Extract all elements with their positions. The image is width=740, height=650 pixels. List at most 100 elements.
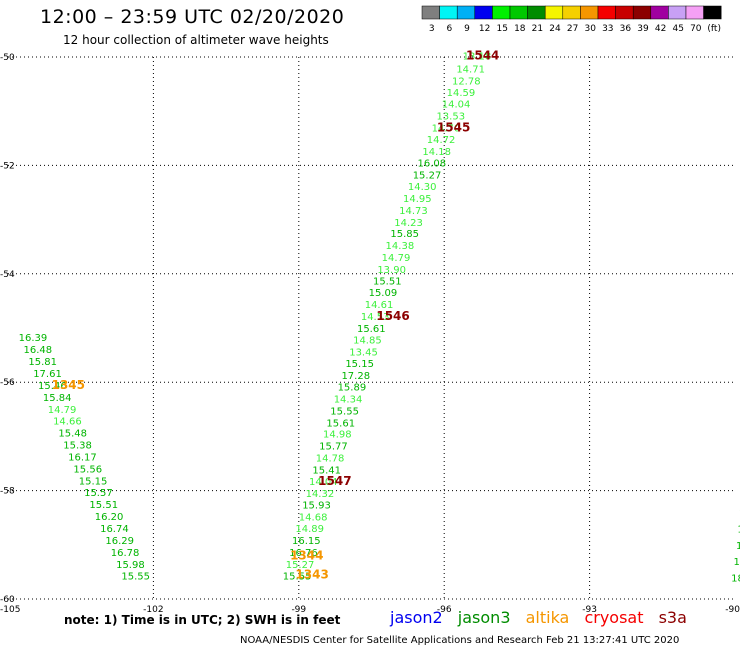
scale-label: 9 bbox=[464, 24, 470, 34]
y-tick-label: -60 bbox=[0, 595, 15, 605]
scale-label: 6 bbox=[447, 24, 453, 34]
legend-jason3: jason3 bbox=[457, 608, 511, 627]
scale-label: 27 bbox=[567, 24, 578, 34]
swh-label: 14.53 bbox=[361, 312, 390, 323]
swh-label: 13.90 bbox=[377, 265, 406, 276]
color-scale-bar: 3 6 9 12 15 18 21 24 27 30 33 36 39 42 45 70 (ft) bbox=[421, 5, 722, 34]
swh-label: 14.59 bbox=[447, 88, 476, 99]
swh-label: 16.08 bbox=[418, 159, 447, 170]
swh-label: 15.51 bbox=[89, 500, 118, 511]
y-tick-label: -54 bbox=[0, 270, 15, 280]
swh-label: 17.5 bbox=[736, 541, 740, 552]
scale-label: 33 bbox=[602, 24, 613, 34]
swh-label: 15.46 bbox=[38, 381, 67, 392]
scale-label: 12 bbox=[479, 24, 490, 34]
pass-label: 1546 bbox=[376, 309, 409, 323]
swh-label: 14.34 bbox=[334, 394, 363, 405]
scale-swatch bbox=[615, 5, 634, 20]
swh-label: 15.55 bbox=[121, 572, 150, 583]
swh-label: 18.8 bbox=[731, 573, 740, 584]
x-tick-label: -90 bbox=[725, 605, 740, 615]
scale-label: 18 bbox=[514, 24, 526, 34]
scale-swatch bbox=[456, 5, 476, 20]
legend-s3a: s3a bbox=[658, 608, 687, 627]
scale-swatch bbox=[421, 5, 440, 20]
swh-label: 15.77 bbox=[319, 442, 348, 453]
scale-unit: (ft) bbox=[707, 24, 721, 34]
legend-jason2: jason2 bbox=[390, 608, 443, 627]
swh-label: 13.45 bbox=[349, 347, 378, 358]
swh-label: 15.85 bbox=[390, 229, 419, 240]
pass-label: 1544 bbox=[466, 48, 499, 62]
scale-label: 70 bbox=[690, 24, 702, 34]
swh-label: 14.73 bbox=[399, 206, 428, 217]
swh-label: 15.56 bbox=[73, 464, 102, 475]
swh-label: 15.93 bbox=[302, 501, 331, 512]
swh-label: 14.89 bbox=[295, 524, 324, 535]
swh-label: 15.89 bbox=[338, 383, 367, 394]
swh-label: 16.15 bbox=[292, 536, 321, 547]
x-tick-label: -102 bbox=[143, 605, 163, 615]
scale-label: 30 bbox=[584, 24, 596, 34]
swh-label: 14.79 bbox=[382, 253, 411, 264]
swh-label: 17.2 bbox=[734, 557, 740, 568]
scale-swatch bbox=[685, 5, 704, 20]
swh-label: 15.98 bbox=[116, 560, 145, 571]
scale-swatch bbox=[474, 5, 493, 20]
swh-label: 14.78 bbox=[316, 454, 345, 465]
x-tick-label: -105 bbox=[0, 605, 20, 615]
scale-swatch bbox=[632, 5, 652, 20]
legend-altika: altika bbox=[525, 608, 570, 627]
swh-label: 17.28 bbox=[341, 371, 370, 382]
scale-label: 36 bbox=[620, 24, 632, 34]
swh-label: 16.78 bbox=[111, 548, 140, 559]
swh-label: 15.27 bbox=[413, 171, 442, 182]
swh-label: 17.61 bbox=[33, 369, 62, 380]
scale-label: 24 bbox=[549, 24, 561, 34]
scale-swatch bbox=[650, 5, 669, 20]
swh-label: 14.68 bbox=[299, 513, 328, 524]
swh-label: 15.41 bbox=[312, 465, 341, 476]
axes: -50 -52 -54 -56 -58 -60-105 -102 -99 -96 -93 -90 bbox=[0, 53, 740, 615]
y-tick-label: -58 bbox=[0, 487, 15, 497]
swh-label: 15.57 bbox=[84, 488, 113, 499]
swh-label: 14.04 bbox=[309, 477, 338, 488]
x-tick-label: -93 bbox=[582, 605, 597, 615]
credit-line: NOAA/NESDIS Center for Satellite Applica… bbox=[240, 635, 680, 646]
swh-label: 15.81 bbox=[28, 357, 57, 368]
swh-label: 14.72 bbox=[427, 135, 456, 146]
scale-swatch bbox=[492, 5, 511, 20]
altika-pass-label: 1343 bbox=[295, 568, 328, 582]
footnote: note: 1) Time is in UTC; 2) SWH is in fe… bbox=[64, 613, 341, 627]
swh-label: 13.18 bbox=[463, 51, 492, 62]
swh-label: 14.85 bbox=[353, 335, 382, 346]
pass-number-labels: 1544 1545 1546 1547 bbox=[318, 48, 499, 487]
swh-label: 14.61 bbox=[365, 300, 394, 311]
swh-label: 15.61 bbox=[357, 324, 386, 335]
swh-label: 15.09 bbox=[369, 288, 398, 299]
swh-label: 14.95 bbox=[403, 194, 432, 205]
swh-label: 14.23 bbox=[394, 218, 423, 229]
scale-swatch bbox=[703, 5, 722, 20]
swh-label: 16. bbox=[739, 508, 740, 519]
x-tick-label: -96 bbox=[437, 605, 452, 615]
swh-label: 18. bbox=[737, 525, 740, 536]
swh-label: 16.20 bbox=[95, 512, 124, 523]
scale-swatch bbox=[544, 5, 564, 20]
scale-label: 39 bbox=[637, 24, 649, 34]
swh-label: 14.70 bbox=[432, 123, 461, 134]
altika-pass-label: 1345 bbox=[52, 378, 85, 392]
swh-label: 15.51 bbox=[373, 276, 402, 287]
y-tick-label: -50 bbox=[0, 53, 15, 63]
scale-swatch bbox=[527, 5, 546, 20]
swh-label: 12.78 bbox=[452, 76, 481, 87]
swh-label: 15.61 bbox=[326, 418, 355, 429]
pass-label: 1545 bbox=[437, 120, 470, 134]
altika-pass-label: 1344 bbox=[290, 549, 323, 563]
swh-label: 14.79 bbox=[48, 405, 77, 416]
swh-label: 15.38 bbox=[63, 441, 92, 452]
scale-label: 3 bbox=[429, 24, 435, 34]
swh-label: 16.39 bbox=[19, 333, 48, 344]
swh-label: 16.74 bbox=[100, 524, 129, 535]
swh-label: 16.48 bbox=[24, 345, 53, 356]
